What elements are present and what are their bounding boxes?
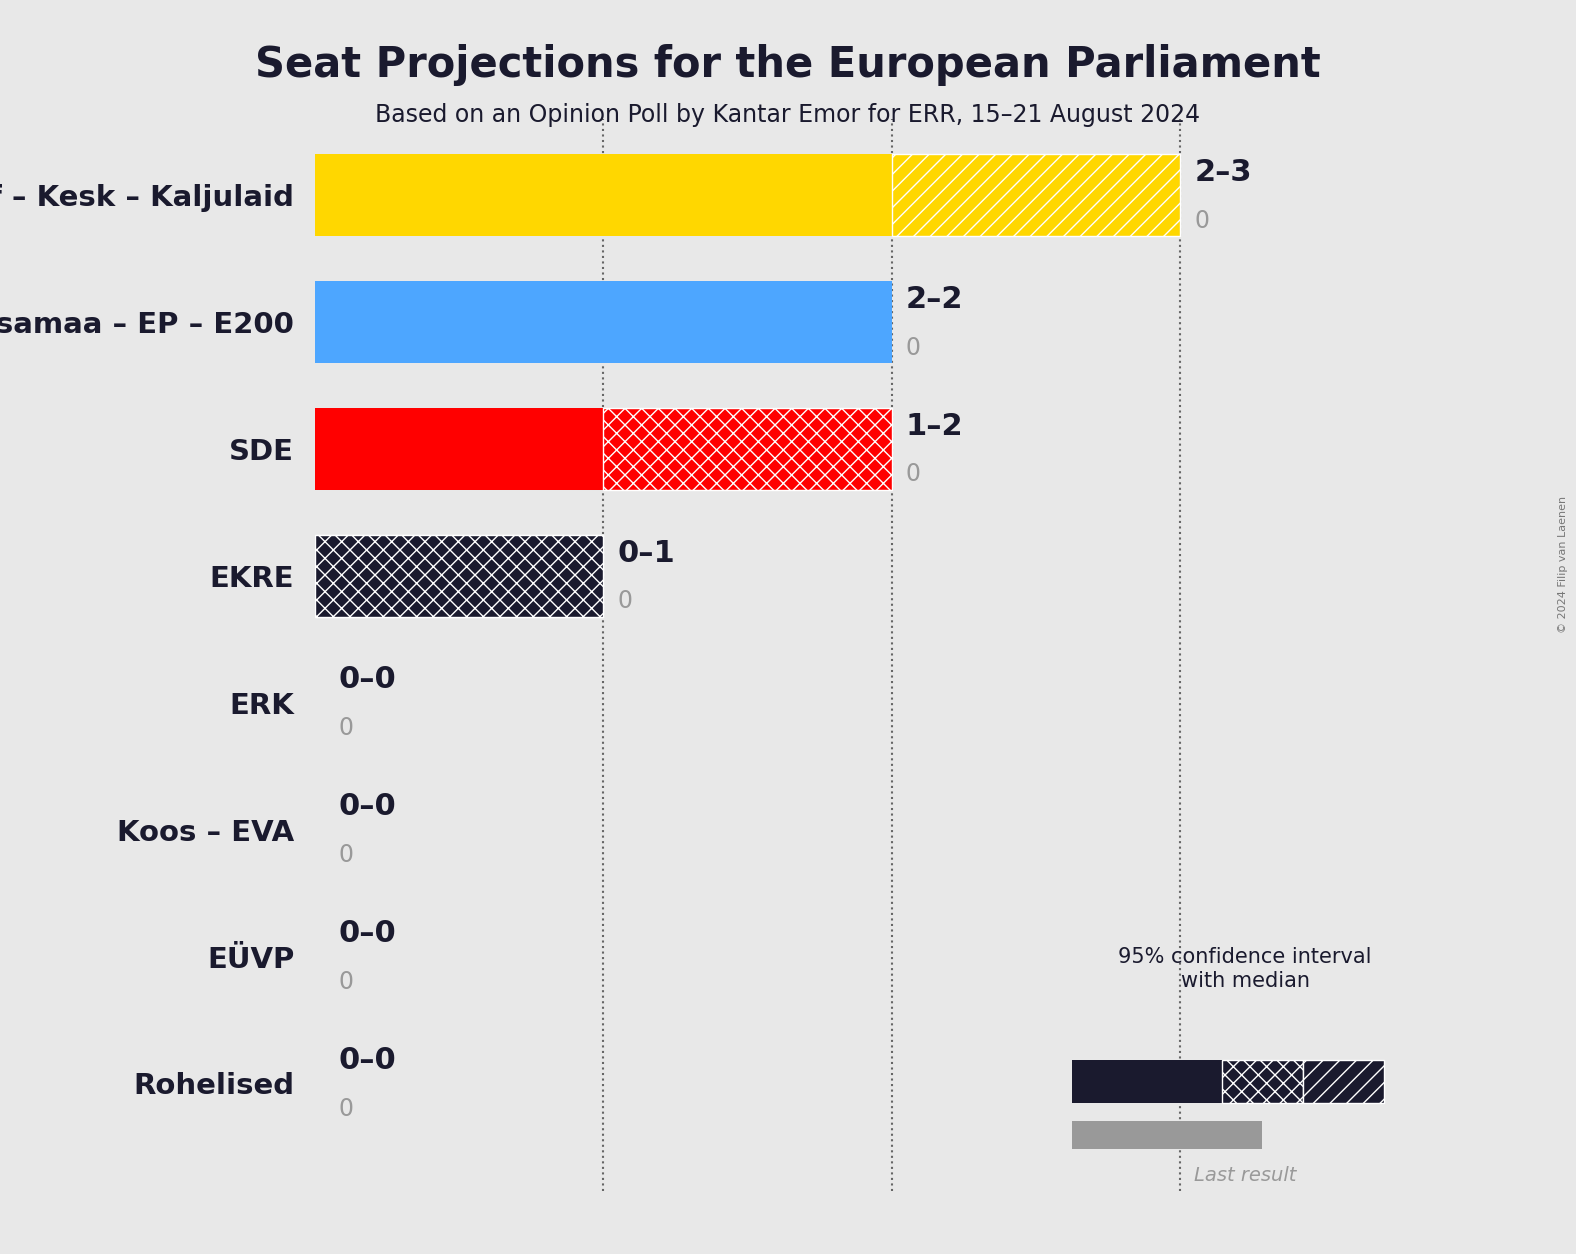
Text: 0: 0: [339, 969, 353, 994]
Bar: [315, 534, 604, 617]
Text: 0: 0: [339, 716, 353, 740]
Text: Based on an Opinion Poll by Kantar Emor for ERR, 15–21 August 2024: Based on an Opinion Poll by Kantar Emor …: [375, 103, 1201, 127]
Text: 2–2: 2–2: [906, 285, 963, 314]
Text: 0: 0: [339, 1097, 353, 1121]
Bar: [315, 154, 892, 237]
Bar: [315, 408, 604, 490]
Text: 0–1: 0–1: [618, 538, 676, 568]
Text: 95% confidence interval
with median: 95% confidence interval with median: [1119, 948, 1371, 991]
Text: 0: 0: [1195, 208, 1209, 233]
Bar: [1221, 1061, 1303, 1102]
Text: 1–2: 1–2: [906, 411, 963, 440]
Text: 0–0: 0–0: [339, 666, 396, 695]
Text: © 2024 Filip van Laenen: © 2024 Filip van Laenen: [1559, 495, 1568, 633]
Text: 2–3: 2–3: [1195, 158, 1251, 187]
Bar: [892, 154, 1180, 237]
Bar: [1072, 1121, 1262, 1149]
Text: 0: 0: [339, 843, 353, 867]
Text: 0: 0: [906, 336, 920, 360]
Text: 0–0: 0–0: [339, 1046, 396, 1075]
Bar: [1303, 1061, 1384, 1102]
Text: Last result: Last result: [1195, 1166, 1295, 1185]
Text: Seat Projections for the European Parliament: Seat Projections for the European Parlia…: [255, 44, 1321, 85]
Text: 0: 0: [618, 589, 634, 613]
Bar: [315, 281, 892, 364]
Bar: [1072, 1061, 1221, 1102]
Text: 0–0: 0–0: [339, 919, 396, 948]
Text: 0–0: 0–0: [339, 793, 396, 821]
Bar: [604, 408, 892, 490]
Text: 0: 0: [906, 463, 920, 487]
Bar: [315, 534, 604, 617]
